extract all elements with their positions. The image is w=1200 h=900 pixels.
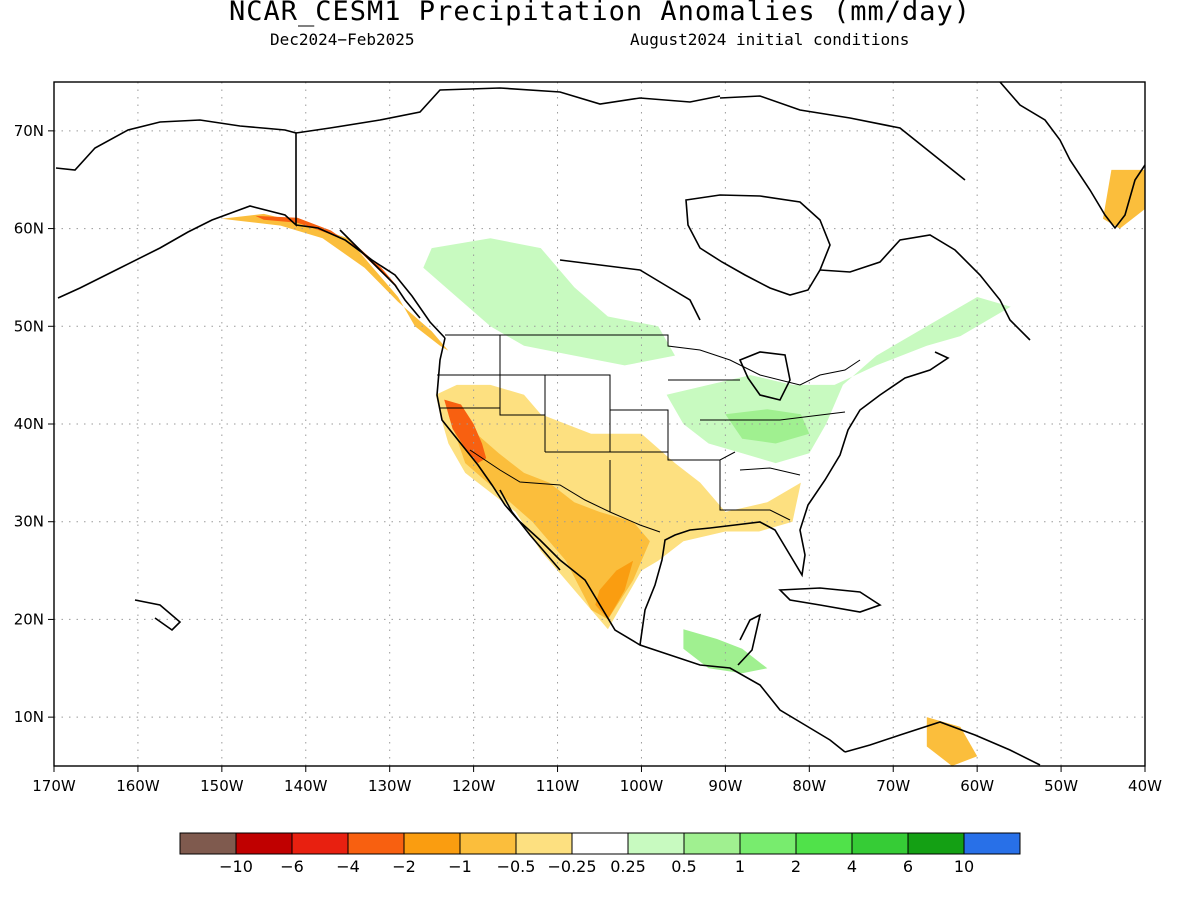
lon-tick-label: 100W bbox=[620, 777, 664, 795]
plot-area bbox=[54, 82, 1145, 766]
lon-tick-label: 150W bbox=[200, 777, 244, 795]
colorbar-swatch bbox=[347, 832, 405, 855]
lon-tick-label: 90W bbox=[708, 777, 742, 795]
lat-tick-label: 10N bbox=[14, 708, 44, 726]
colorbar-label: −6 bbox=[280, 857, 304, 876]
coastlines bbox=[55, 82, 1145, 766]
anomaly-region-california-core bbox=[444, 399, 487, 464]
colorbar-swatch bbox=[683, 832, 741, 855]
lon-tick-label: 160W bbox=[116, 777, 160, 795]
colorbar-swatch bbox=[739, 832, 797, 855]
lat-tick-label: 70N bbox=[14, 122, 44, 140]
lon-tick-label: 110W bbox=[536, 777, 580, 795]
colorbar-swatch bbox=[851, 832, 909, 855]
gridlines bbox=[54, 82, 1145, 766]
lon-tick-label: 80W bbox=[792, 777, 826, 795]
colorbar-label: −0.5 bbox=[497, 857, 536, 876]
longitude-axis: 170W 160W 150W 140W 130W 120W 110W 100W 90W 80W 70… bbox=[32, 766, 1162, 795]
colorbar-swatch bbox=[627, 832, 685, 855]
lat-tick-label: 60N bbox=[14, 220, 44, 238]
political-borders bbox=[437, 334, 861, 533]
latitude-axis: 10N 20N 30N 40N 50N 60N 70N bbox=[14, 122, 54, 726]
lon-tick-label: 140W bbox=[284, 777, 328, 795]
colorbar-label: −1 bbox=[448, 857, 472, 876]
colorbar-label: 0.25 bbox=[610, 857, 646, 876]
anomaly-region-alaska-gulf-dry bbox=[221, 213, 449, 351]
lat-tick-label: 20N bbox=[14, 610, 44, 628]
lon-tick-label: 130W bbox=[368, 777, 412, 795]
colorbar-label: 2 bbox=[791, 857, 801, 876]
colorbar: −10 −6 −4 −2 −1 −0.5 −0.25 0.25 0.5 1 2 4 6 10 bbox=[179, 832, 1021, 876]
lat-tick-label: 40N bbox=[14, 415, 44, 433]
anomaly-region-mexico-drier bbox=[595, 560, 634, 620]
anomaly-region-canada-wet bbox=[423, 238, 675, 366]
lon-tick-label: 120W bbox=[452, 777, 496, 795]
colorbar-swatch bbox=[515, 832, 573, 855]
init-conditions: August2024 initial conditions bbox=[630, 30, 910, 49]
colorbar-label: 1 bbox=[735, 857, 745, 876]
anomaly-region-venezuela-dry bbox=[926, 717, 978, 766]
lat-tick-label: 50N bbox=[14, 317, 44, 335]
forecast-period: Dec2024−Feb2025 bbox=[270, 30, 415, 49]
anomaly-region-central-america-wet bbox=[683, 629, 768, 674]
colorbar-label: −10 bbox=[219, 857, 253, 876]
anomaly-region-southwest-drier bbox=[448, 414, 650, 620]
colorbar-swatch bbox=[907, 832, 965, 855]
colorbar-swatch bbox=[795, 832, 853, 855]
colorbar-swatch bbox=[403, 832, 461, 855]
lon-tick-label: 70W bbox=[876, 777, 910, 795]
lon-tick-label: 60W bbox=[960, 777, 994, 795]
colorbar-label: 4 bbox=[847, 857, 857, 876]
lon-tick-label: 50W bbox=[1044, 777, 1078, 795]
map-title: NCAR_CESM1 Precipitation Anomalies (mm/d… bbox=[229, 0, 971, 27]
colorbar-label: 0.5 bbox=[671, 857, 696, 876]
colorbar-swatch bbox=[179, 832, 237, 855]
colorbar-label: 10 bbox=[954, 857, 974, 876]
anomaly-region-ohio-valley-wet bbox=[725, 409, 810, 444]
colorbar-label: −0.25 bbox=[547, 857, 596, 876]
lat-tick-label: 30N bbox=[14, 513, 44, 531]
colorbar-label: −4 bbox=[336, 857, 360, 876]
colorbar-swatch bbox=[963, 832, 1021, 855]
colorbar-swatch bbox=[235, 832, 293, 855]
lon-tick-label: 170W bbox=[32, 777, 76, 795]
colorbar-swatch bbox=[291, 832, 349, 855]
colorbar-swatch bbox=[459, 832, 517, 855]
lon-tick-label: 40W bbox=[1128, 777, 1162, 795]
anomaly-shading bbox=[221, 169, 1145, 766]
anomaly-region-alaska-gulf-core bbox=[255, 215, 399, 288]
colorbar-label: 6 bbox=[903, 857, 913, 876]
colorbar-label: −2 bbox=[392, 857, 416, 876]
anomaly-region-west-dry bbox=[435, 384, 801, 630]
colorbar-swatch bbox=[571, 832, 629, 855]
